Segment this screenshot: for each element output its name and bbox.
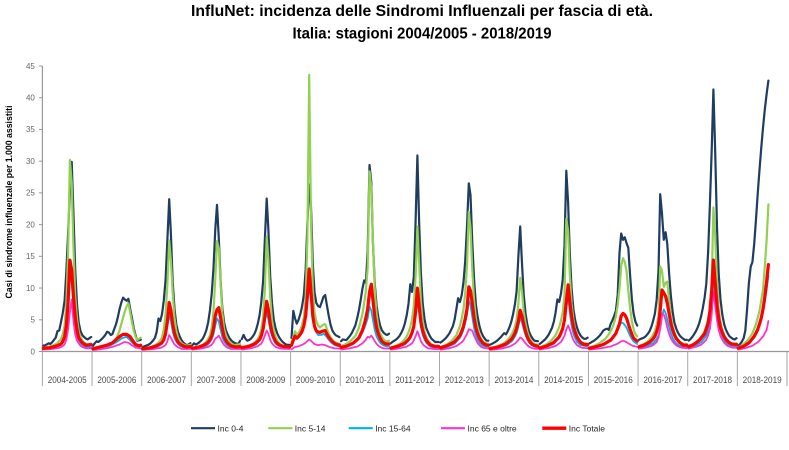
legend: Inc 0-4 Inc 5-14 Inc 15-64 Inc 65 e oltre In… [191, 423, 605, 433]
series-line-inc-65-e-oltre [588, 339, 639, 351]
season-label: 2005-2006 [97, 375, 136, 385]
y-tick-label: 10 [26, 284, 35, 293]
season-label: 2010-2011 [346, 375, 385, 385]
series-line-inc-65-e-oltre [489, 336, 539, 351]
series-line-inc-5-14 [191, 240, 242, 350]
series-line-inc-0-4 [191, 203, 242, 347]
series-line-inc-0-4 [340, 163, 391, 343]
series-line-inc-0-4 [240, 197, 291, 347]
series-line-inc-65-e-oltre [389, 330, 440, 351]
series-line-inc-5-14 [588, 257, 639, 349]
legend-label: Inc Totale [569, 423, 606, 433]
series-line-inc-totale [289, 267, 341, 347]
series-line-inc-totale [488, 308, 540, 351]
series-line-inc-totale [587, 311, 639, 350]
series-line-inc-65-e-oltre [638, 312, 688, 350]
series-line-inc-65-e-oltre [687, 290, 738, 350]
season-label: 2016-2017 [643, 375, 682, 385]
series-line-inc-totale [389, 286, 441, 350]
season-label: 2013-2014 [494, 375, 533, 385]
y-tick-label: 0 [30, 347, 35, 356]
series-lines [41, 73, 771, 352]
series-line-inc-totale [637, 288, 689, 349]
series-line-inc-0-4 [737, 79, 770, 347]
series-line-inc-65-e-oltre [290, 338, 341, 351]
series-line-inc-65-e-oltre [92, 341, 142, 352]
series-line-inc-65-e-oltre [538, 324, 589, 351]
y-axis-title: Casi di sindrome influenzale per 1.000 a… [4, 106, 15, 299]
series-line-inc-totale [686, 258, 739, 349]
series-line-inc-totale [438, 285, 490, 350]
y-tick-label: 15 [26, 252, 35, 261]
series-line-inc-totale [339, 282, 391, 349]
chart-title: InfluNet: incidenza delle Sindromi Influ… [191, 3, 653, 20]
series-line-inc-0-4 [488, 225, 540, 346]
season-label: 2006-2007 [147, 375, 186, 385]
season-label: 2015-2016 [594, 375, 633, 385]
y-tick-label: 20 [26, 220, 35, 229]
y-tick-label: 45 [26, 62, 35, 71]
y-tick-label: 5 [30, 316, 35, 325]
season-label: 2012-2013 [445, 375, 484, 385]
series-line-inc-0-4 [389, 154, 440, 345]
series-line-inc-totale [240, 299, 292, 350]
legend-label: Inc 5-14 [295, 423, 326, 433]
series-line-inc-0-4 [290, 183, 341, 340]
series-line-inc-totale [41, 258, 93, 350]
series-line-inc-65-e-oltre [439, 328, 490, 351]
season-label: 2011-2012 [395, 375, 434, 385]
season-label: 2007-2008 [197, 375, 236, 385]
legend-label: Inc 65 e oltre [468, 423, 517, 433]
y-tick-label: 35 [26, 125, 35, 134]
series-line-inc-65-e-oltre [191, 334, 242, 351]
series-line-inc-5-14 [340, 170, 391, 348]
y-tick-label: 30 [26, 157, 35, 166]
series-line-inc-65-e-oltre [737, 320, 770, 351]
season-label: 2004-2005 [48, 375, 87, 385]
series-line-inc-totale [538, 283, 590, 350]
series-line-inc-totale [91, 332, 143, 351]
series-line-inc-0-4 [538, 169, 589, 345]
series-line-inc-totale [190, 306, 242, 350]
chart-subtitle: Italia: stagioni 2004/2005 - 2018/2019 [293, 26, 552, 43]
series-line-inc-65-e-oltre [240, 329, 291, 351]
season-label: 2008-2009 [246, 375, 285, 385]
series-line-inc-0-4 [588, 232, 639, 345]
season-labels: 2004-2005 2005-2006 2006-2007 2007-2008 2008… [48, 375, 782, 385]
series-line-inc-totale [141, 301, 192, 351]
season-label: 2014-2015 [544, 375, 583, 385]
series-line-inc-65-e-oltre [141, 334, 192, 351]
season-label: 2017-2018 [693, 375, 732, 385]
series-line-inc-65-e-oltre [42, 298, 93, 351]
legend-label: Inc 15-64 [375, 423, 411, 433]
series-line-inc-5-14 [737, 203, 770, 349]
series-line-inc-0-4 [637, 193, 688, 342]
season-label: 2018-2019 [743, 375, 782, 385]
series-line-inc-totale [736, 263, 771, 350]
series-line-inc-15-64 [638, 308, 688, 350]
y-tick-labels: 0 5 10 15 20 25 30 35 40 45 [26, 62, 35, 356]
series-line-inc-65-e-oltre [340, 334, 390, 351]
axes [38, 65, 789, 386]
season-label: 2009-2010 [296, 375, 335, 385]
series-line-inc-0-4 [141, 198, 192, 349]
series-line-inc-0-4 [687, 88, 738, 342]
y-tick-label: 25 [26, 189, 35, 198]
y-tick-label: 40 [26, 94, 35, 103]
legend-label: Inc 0-4 [218, 423, 244, 433]
series-line-inc-0-4 [439, 182, 490, 344]
